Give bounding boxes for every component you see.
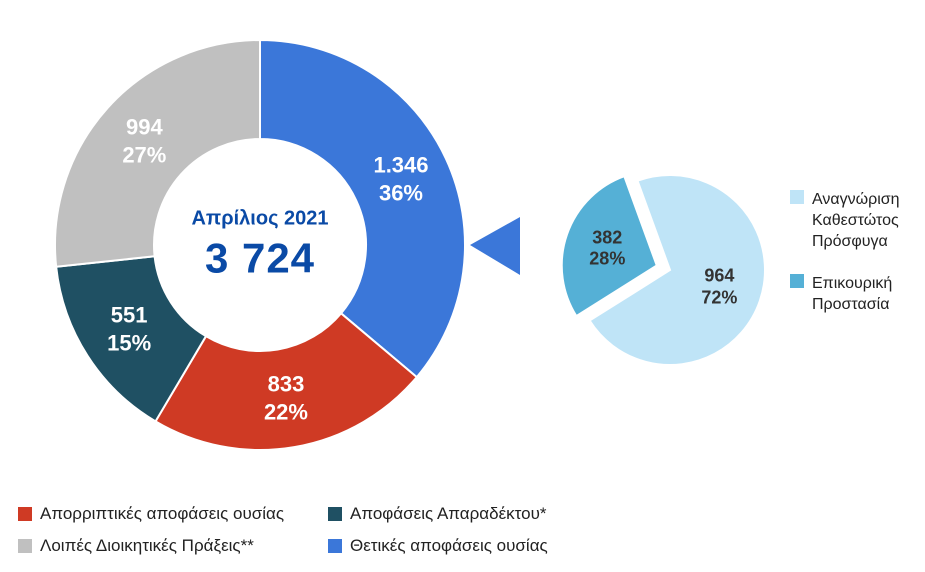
donut-center: Απρίλιος 2021 3 724 <box>191 208 328 283</box>
legend-item-subsidiary: Επικουρική Προστασία <box>790 274 925 316</box>
donut-label-other: 994 27% <box>122 114 166 169</box>
pie-chart <box>0 0 925 572</box>
legend-item-inadmissible: Αποφάσεις Απαραδέκτου* <box>328 498 598 530</box>
donut-label-positive: 1.346 36% <box>373 152 428 207</box>
legend-item-refugee: Αναγνώριση Καθεστώτος Πρόσφυγα <box>790 190 925 252</box>
pie-label-refugee: 964 72% <box>701 265 737 308</box>
donut-center-total: 3 724 <box>191 235 328 283</box>
legend-side: Αναγνώριση Καθεστώτος Πρόσφυγα Επικουρικ… <box>790 190 925 338</box>
donut-center-title: Απρίλιος 2021 <box>191 208 328 231</box>
legend-item-other: Λοιπές Διοικητικές Πράξεις** <box>18 530 288 562</box>
chart-canvas: 1.346 36% 833 22% 551 15% 994 27% Απρίλι… <box>0 0 925 572</box>
donut-label-rejection: 833 22% <box>264 371 308 426</box>
legend-main: Απορριπτικές αποφάσεις ουσίας Αποφάσεις … <box>18 498 598 563</box>
legend-item-positive: Θετικές αποφάσεις ουσίας <box>328 530 598 562</box>
pie-label-subsidiary: 382 28% <box>589 227 625 270</box>
legend-item-rejection: Απορριπτικές αποφάσεις ουσίας <box>18 498 288 530</box>
donut-label-inadmissible: 551 15% <box>107 302 151 357</box>
